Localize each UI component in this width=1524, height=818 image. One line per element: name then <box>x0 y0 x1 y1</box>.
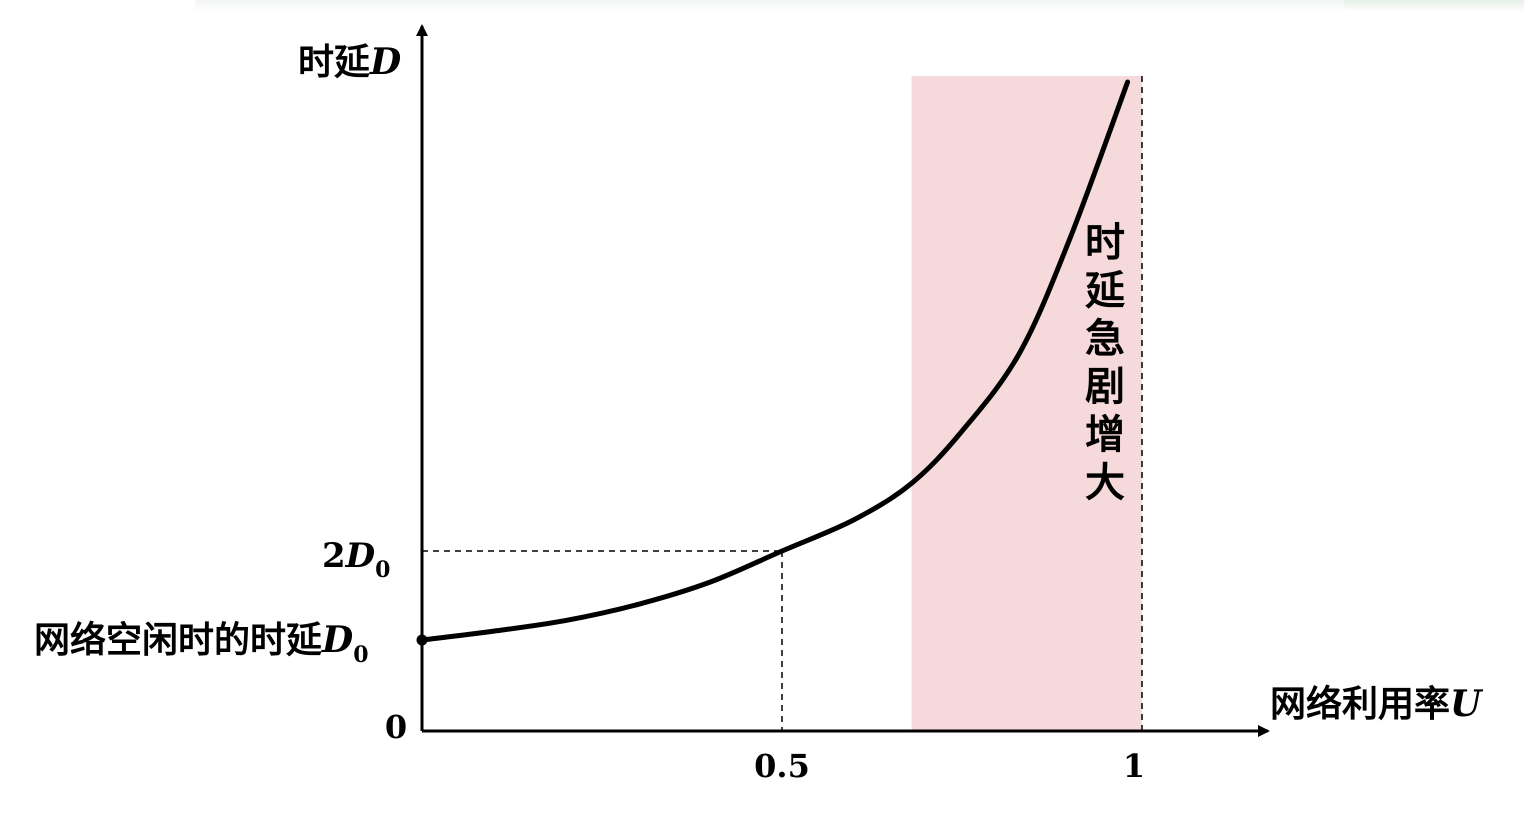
top-accent-bar <box>1344 0 1524 12</box>
two-d0-tick-label: 2D0 <box>322 536 390 583</box>
delay-curve <box>419 79 1131 643</box>
y-axis-label-text: 时延 <box>298 42 370 83</box>
rapid-increase-char-5: 增 <box>1085 412 1125 458</box>
two-d0-subscript: 0 <box>375 557 390 583</box>
idle-delay-subscript: 0 <box>353 642 368 668</box>
idle-delay-label-text: 网络空闲时的时延 <box>34 619 322 661</box>
rapid-increase-char-1: 时 <box>1085 220 1125 266</box>
x-axis-label-text: 网络利用率 <box>1270 683 1450 725</box>
d0-point-marker <box>416 634 428 646</box>
x-tick-label-1: 1 <box>1123 747 1145 785</box>
origin-label: 0 <box>385 708 407 746</box>
idle-delay-label: 网络空闲时的时延D0 <box>34 619 369 668</box>
rapid-increase-region <box>911 76 1142 731</box>
two-d0-symbol: D <box>345 536 376 576</box>
x-axis-title: 网络利用率U <box>1270 683 1484 725</box>
rapid-increase-char-4: 剧 <box>1085 364 1125 410</box>
x-axis-symbol: U <box>1450 683 1484 725</box>
rapid-increase-char-6: 大 <box>1085 460 1125 506</box>
two-d0-prefix: 2 <box>322 536 346 576</box>
y-axis-symbol: D <box>369 41 401 83</box>
y-axis-title: 时延D <box>298 41 401 83</box>
x-tick-label-0-5: 0.5 <box>754 747 810 785</box>
rapid-increase-char-2: 延 <box>1085 268 1125 314</box>
top-shadow-bar <box>195 0 1524 12</box>
idle-delay-symbol: D <box>321 619 353 661</box>
rapid-increase-label: 时 延 急 剧 增 大 <box>1085 220 1125 506</box>
rapid-increase-char-3: 急 <box>1085 316 1125 362</box>
